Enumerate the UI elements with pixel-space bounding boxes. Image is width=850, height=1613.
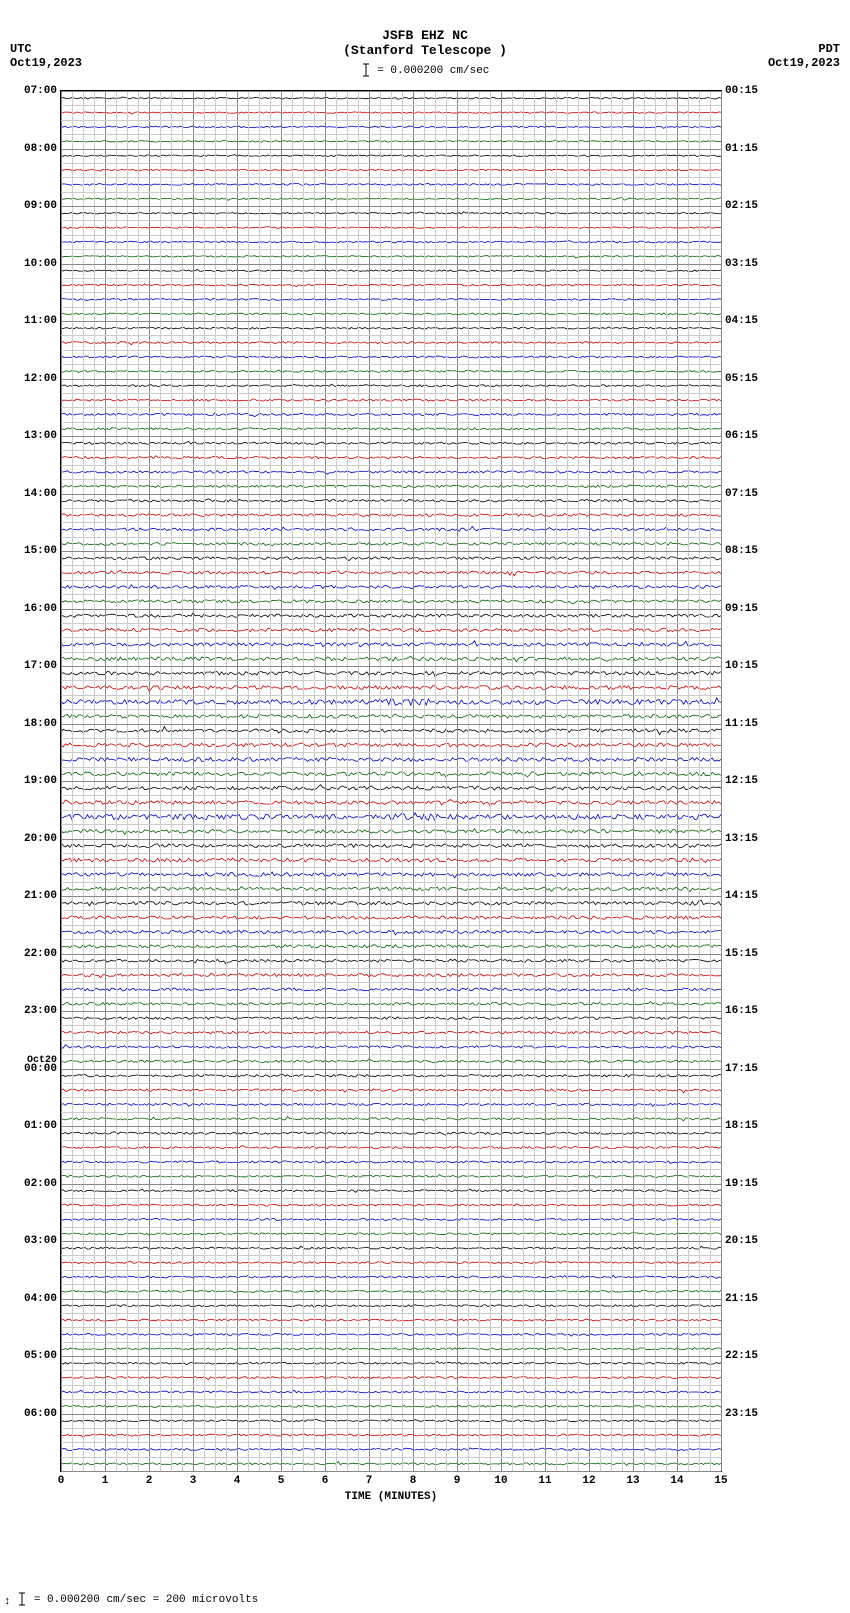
- utc-hour-label: 09:00: [24, 200, 57, 212]
- x-tick: 13: [626, 1475, 639, 1487]
- utc-hour-label: 11:00: [24, 315, 57, 327]
- pdt-hour-label: 15:15: [725, 948, 758, 960]
- timezone-left: UTC Oct19,2023: [10, 42, 82, 70]
- utc-hour-label: 01:00: [24, 1120, 57, 1132]
- footer-scale: ↕ = 0.000200 cm/sec = 200 microvolts: [4, 1591, 258, 1607]
- scale-bar-icon: [361, 62, 371, 78]
- utc-hour-label: 19:00: [24, 775, 57, 787]
- tz-right-name: PDT: [768, 42, 840, 56]
- pdt-hour-label: 19:15: [725, 1178, 758, 1190]
- station-code: JSFB EHZ NC: [0, 28, 850, 43]
- utc-hour-label: 12:00: [24, 373, 57, 385]
- utc-hour-label: 14:00: [24, 488, 57, 500]
- footer-scale-bar-icon: [17, 1591, 27, 1607]
- pdt-hour-label: 11:15: [725, 718, 758, 730]
- utc-hour-label: 03:00: [24, 1235, 57, 1247]
- pdt-hour-label: 10:15: [725, 660, 758, 672]
- pdt-hour-label: 17:15: [725, 1063, 758, 1075]
- utc-hour-label: 02:00: [24, 1178, 57, 1190]
- utc-hour-label: 08:00: [24, 143, 57, 155]
- x-tick: 7: [366, 1475, 373, 1487]
- pdt-hour-label: 01:15: [725, 143, 758, 155]
- x-axis-label: TIME (MINUTES): [61, 1491, 721, 1503]
- pdt-hour-label: 12:15: [725, 775, 758, 787]
- tz-right-date: Oct19,2023: [768, 56, 840, 70]
- x-tick: 5: [278, 1475, 285, 1487]
- pdt-hour-label: 20:15: [725, 1235, 758, 1247]
- x-tick: 10: [494, 1475, 507, 1487]
- pdt-hour-label: 02:15: [725, 200, 758, 212]
- x-tick: 14: [670, 1475, 683, 1487]
- utc-hour-label: 06:00: [24, 1408, 57, 1420]
- x-tick: 2: [146, 1475, 153, 1487]
- seismogram-plot: TIME (MINUTES) 012345678910111213141507:…: [60, 90, 722, 1472]
- x-tick: 9: [454, 1475, 461, 1487]
- utc-hour-label: 21:00: [24, 890, 57, 902]
- utc-hour-label: 23:00: [24, 1005, 57, 1017]
- utc-hour-label: 07:00: [24, 85, 57, 97]
- pdt-hour-label: 00:15: [725, 85, 758, 97]
- seismogram-container: JSFB EHZ NC (Stanford Telescope ) = 0.00…: [0, 0, 850, 1613]
- x-tick: 12: [582, 1475, 595, 1487]
- scale-indicator: = 0.000200 cm/sec: [0, 62, 850, 78]
- pdt-hour-label: 21:15: [725, 1293, 758, 1305]
- utc-hour-label: 16:00: [24, 603, 57, 615]
- x-tick: 11: [538, 1475, 551, 1487]
- scale-text: = 0.000200 cm/sec: [377, 65, 489, 77]
- utc-hour-label: 20:00: [24, 833, 57, 845]
- utc-hour-label: 13:00: [24, 430, 57, 442]
- pdt-hour-label: 04:15: [725, 315, 758, 327]
- utc-hour-label: 04:00: [24, 1293, 57, 1305]
- tz-left-date: Oct19,2023: [10, 56, 82, 70]
- utc-hour-label: 17:00: [24, 660, 57, 672]
- pdt-hour-label: 03:15: [725, 258, 758, 270]
- pdt-hour-label: 08:15: [725, 545, 758, 557]
- x-tick: 4: [234, 1475, 241, 1487]
- pdt-hour-label: 14:15: [725, 890, 758, 902]
- timezone-right: PDT Oct19,2023: [768, 42, 840, 70]
- utc-hour-label: 22:00: [24, 948, 57, 960]
- pdt-hour-label: 16:15: [725, 1005, 758, 1017]
- utc-hour-label: 05:00: [24, 1350, 57, 1362]
- pdt-hour-label: 05:15: [725, 373, 758, 385]
- tz-left-name: UTC: [10, 42, 82, 56]
- x-tick: 15: [714, 1475, 727, 1487]
- x-tick: 3: [190, 1475, 197, 1487]
- utc-day-rollover: Oct20: [27, 1055, 57, 1066]
- x-tick: 6: [322, 1475, 329, 1487]
- utc-hour-label: 15:00: [24, 545, 57, 557]
- pdt-hour-label: 23:15: [725, 1408, 758, 1420]
- pdt-hour-label: 13:15: [725, 833, 758, 845]
- station-name: (Stanford Telescope ): [0, 43, 850, 58]
- pdt-hour-label: 22:15: [725, 1350, 758, 1362]
- pdt-hour-label: 09:15: [725, 603, 758, 615]
- utc-hour-label: 10:00: [24, 258, 57, 270]
- utc-hour-label: 18:00: [24, 718, 57, 730]
- pdt-hour-label: 07:15: [725, 488, 758, 500]
- header: JSFB EHZ NC (Stanford Telescope ) = 0.00…: [0, 28, 850, 78]
- footer-text: = 0.000200 cm/sec = 200 microvolts: [34, 1594, 258, 1606]
- x-tick: 1: [102, 1475, 109, 1487]
- x-tick: 8: [410, 1475, 417, 1487]
- x-tick: 0: [58, 1475, 65, 1487]
- pdt-hour-label: 06:15: [725, 430, 758, 442]
- pdt-hour-label: 18:15: [725, 1120, 758, 1132]
